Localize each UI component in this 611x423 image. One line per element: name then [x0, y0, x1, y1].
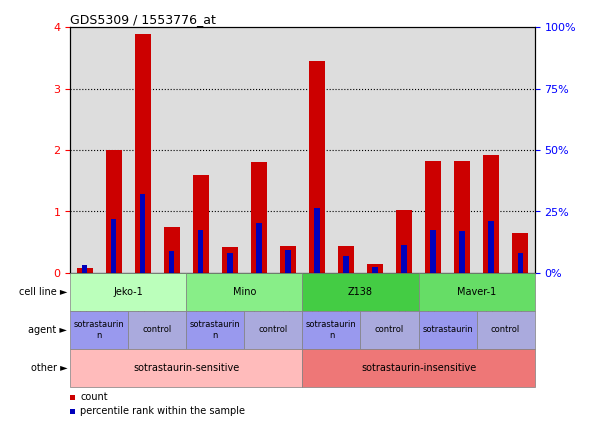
Bar [367, 264, 383, 273]
Bar [227, 253, 233, 273]
Bar [401, 245, 407, 273]
Bar [454, 161, 470, 273]
Bar [309, 61, 325, 273]
Bar [251, 162, 267, 273]
Bar [483, 155, 499, 273]
Bar [77, 268, 93, 273]
Bar [314, 209, 320, 273]
Bar [82, 266, 87, 273]
Bar [512, 233, 528, 273]
Bar [372, 267, 378, 273]
Bar [396, 210, 412, 273]
Text: other ►: other ► [31, 363, 67, 373]
Bar [488, 221, 494, 273]
Text: Mino: Mino [233, 287, 256, 297]
Text: control: control [375, 325, 404, 335]
Bar [135, 34, 151, 273]
Bar [459, 231, 465, 273]
Bar [106, 150, 122, 273]
Bar [140, 194, 145, 273]
Text: sotrastaurin
n: sotrastaurin n [190, 320, 241, 340]
Bar [518, 253, 523, 273]
Bar [256, 222, 262, 273]
Text: control: control [259, 325, 288, 335]
Bar [343, 256, 349, 273]
Text: sotrastaurin-insensitive: sotrastaurin-insensitive [361, 363, 476, 373]
Bar [338, 247, 354, 273]
Bar [425, 161, 441, 273]
Bar [111, 220, 117, 273]
Bar [193, 175, 209, 273]
Text: percentile rank within the sample: percentile rank within the sample [80, 407, 245, 416]
Text: cell line ►: cell line ► [19, 287, 67, 297]
Text: GDS5309 / 1553776_at: GDS5309 / 1553776_at [70, 14, 216, 26]
Text: control: control [491, 325, 520, 335]
Bar [164, 227, 180, 273]
Bar [285, 250, 291, 273]
Text: control: control [143, 325, 172, 335]
Text: sotrastaurin: sotrastaurin [422, 325, 473, 335]
Text: agent ►: agent ► [28, 325, 67, 335]
Text: Z138: Z138 [348, 287, 373, 297]
Bar [280, 247, 296, 273]
Text: Maver-1: Maver-1 [457, 287, 496, 297]
Bar [169, 251, 175, 273]
Text: count: count [80, 393, 108, 402]
Bar [198, 230, 203, 273]
Text: sotrastaurin-sensitive: sotrastaurin-sensitive [133, 363, 240, 373]
Bar [430, 230, 436, 273]
Text: Jeko-1: Jeko-1 [114, 287, 143, 297]
Text: sotrastaurin
n: sotrastaurin n [306, 320, 357, 340]
Bar [222, 247, 238, 273]
Text: sotrastaurin
n: sotrastaurin n [74, 320, 125, 340]
